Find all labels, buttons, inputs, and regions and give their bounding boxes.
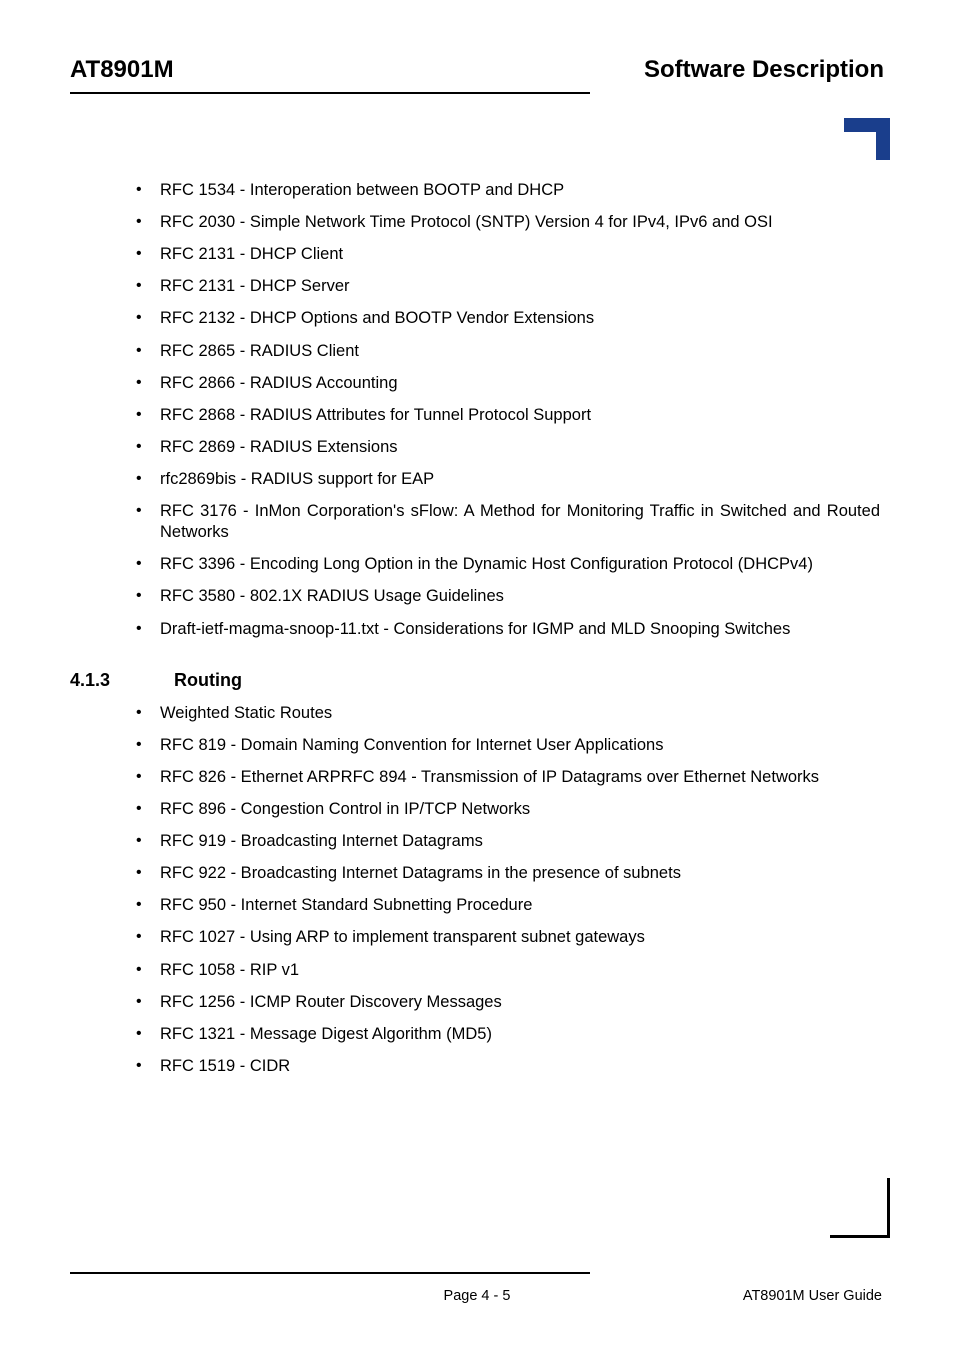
list-item: RFC 1519 - CIDR [136, 1056, 880, 1077]
header-section: Software Description [644, 56, 884, 84]
list-item: RFC 1534 - Interoperation between BOOTP … [136, 180, 880, 201]
list-item: RFC 2131 - DHCP Server [136, 276, 880, 297]
list-item: RFC 896 - Congestion Control in IP/TCP N… [136, 799, 880, 820]
list-item: RFC 2866 - RADIUS Accounting [136, 373, 880, 394]
list-item: RFC 1027 - Using ARP to implement transp… [136, 927, 880, 948]
list-item: RFC 3176 - InMon Corporation's sFlow: A … [136, 501, 880, 543]
list-item: Weighted Static Routes [136, 703, 880, 724]
list-item: RFC 950 - Internet Standard Subnetting P… [136, 895, 880, 916]
footer-doc-title: AT8901M User Guide [743, 1288, 882, 1304]
list-item: RFC 2869 - RADIUS Extensions [136, 437, 880, 458]
list-item: RFC 2865 - RADIUS Client [136, 341, 880, 362]
list-item: rfc2869bis - RADIUS support for EAP [136, 469, 880, 490]
footer-rule [70, 1272, 590, 1274]
content: RFC 1534 - Interoperation between BOOTP … [70, 94, 884, 1077]
page-header: AT8901M Software Description [70, 56, 884, 90]
list-item: RFC 3396 - Encoding Long Option in the D… [136, 554, 880, 575]
list-item: RFC 2131 - DHCP Client [136, 244, 880, 265]
header-product: AT8901M [70, 56, 174, 84]
corner-mark-icon [844, 118, 890, 160]
list-item: RFC 1256 - ICMP Router Discovery Message… [136, 992, 880, 1013]
list-item: Draft-ietf-magma-snoop-11.txt - Consider… [136, 619, 880, 640]
page: AT8901M Software Description RFC 1534 - … [0, 0, 954, 1350]
list-item: RFC 3580 - 802.1X RADIUS Usage Guideline… [136, 586, 880, 607]
footer-row: Page 4 - 5 AT8901M User Guide [70, 1288, 884, 1304]
list-item: RFC 2132 - DHCP Options and BOOTP Vendor… [136, 308, 880, 329]
list-item: RFC 826 - Ethernet ARPRFC 894 - Transmis… [136, 767, 880, 788]
section-heading: 4.1.3 Routing [70, 670, 880, 691]
list-item: RFC 2868 - RADIUS Attributes for Tunnel … [136, 405, 880, 426]
section-number: 4.1.3 [70, 670, 174, 691]
page-footer: Page 4 - 5 AT8901M User Guide [70, 1272, 884, 1304]
rfc-list-2: Weighted Static Routes RFC 819 - Domain N… [136, 703, 880, 1077]
list-item: RFC 1321 - Message Digest Algorithm (MD5… [136, 1024, 880, 1045]
list-item: RFC 922 - Broadcasting Internet Datagram… [136, 863, 880, 884]
rfc-list-1: RFC 1534 - Interoperation between BOOTP … [136, 180, 880, 640]
list-item: RFC 919 - Broadcasting Internet Datagram… [136, 831, 880, 852]
corner-bottom-icon [844, 1196, 890, 1238]
section-title: Routing [174, 670, 242, 691]
list-item: RFC 1058 - RIP v1 [136, 960, 880, 981]
list-item: RFC 2030 - Simple Network Time Protocol … [136, 212, 880, 233]
footer-page-number: Page 4 - 5 [444, 1288, 511, 1304]
list-item: RFC 819 - Domain Naming Convention for I… [136, 735, 880, 756]
